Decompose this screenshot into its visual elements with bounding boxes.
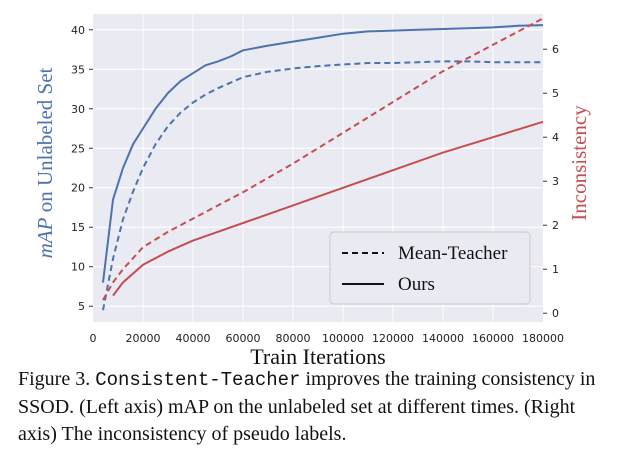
y-left-ticks: 5 10 15 20 25 30 35 40 <box>71 24 93 313</box>
y-axis-label-left: mAP on Unlabeled Set <box>33 67 57 258</box>
y-right-tick-label: 5 <box>552 87 559 100</box>
y-left-tick-label: 40 <box>71 24 85 37</box>
y-left-tick-label: 25 <box>71 142 85 155</box>
x-tick-label: 100000 <box>322 332 364 345</box>
series-line-mean-teacher-right-dashed <box>102 17 544 301</box>
series-line-ours-right-solid <box>112 120 544 297</box>
y-right-tick-label: 3 <box>552 175 559 188</box>
y-axis-label-right: Inconsistency <box>567 105 591 221</box>
x-ticks: 0 20000 40000 60000 80000 100000 120000 140000 1… <box>90 332 565 345</box>
y-axis-label-left-rest: on Unlabeled Set <box>33 67 57 217</box>
series-line-ours-left-solid <box>102 24 544 283</box>
y-left-tick-label: 35 <box>71 63 85 76</box>
figure-caption: Figure 3. Consistent-Teacher improves th… <box>18 366 610 448</box>
legend: Mean-Teacher Ours <box>329 231 531 305</box>
caption-method-name: Consistent-Teacher <box>95 369 301 391</box>
x-tick-label: 0 <box>90 332 97 345</box>
x-tick-label: 140000 <box>422 332 464 345</box>
legend-box <box>329 231 531 305</box>
y-left-tick-label: 5 <box>78 300 85 313</box>
y-right-ticks: 0 1 2 3 4 5 6 <box>543 43 559 320</box>
y-right-tick-label: 6 <box>552 43 559 56</box>
y-right-tick-label: 1 <box>552 263 559 276</box>
chart: 0 20000 40000 60000 80000 100000 120000 140000 1… <box>33 14 591 369</box>
legend-label-ours: Ours <box>398 274 435 295</box>
x-tick-label: 120000 <box>372 332 414 345</box>
x-tick-label: 160000 <box>472 332 514 345</box>
x-axis-label: Train Iterations <box>250 344 385 369</box>
x-tick-label: 40000 <box>176 332 211 345</box>
y-left-tick-label: 30 <box>71 103 85 116</box>
x-tick-label: 60000 <box>226 332 261 345</box>
y-right-tick-label: 4 <box>552 131 559 144</box>
caption-text: improves the training consistency in SSO… <box>18 368 596 445</box>
y-left-tick-label: 10 <box>71 261 85 274</box>
caption-prefix: Figure 3. <box>18 368 96 390</box>
y-left-tick-label: 20 <box>71 182 85 195</box>
y-right-tick-label: 0 <box>552 307 559 320</box>
x-tick-label: 80000 <box>276 332 311 345</box>
y-right-tick-label: 2 <box>552 219 559 232</box>
y-axis-label-left-italic: mAP <box>33 217 57 258</box>
x-tick-label: 180000 <box>522 332 564 345</box>
x-tick-label: 20000 <box>126 332 161 345</box>
y-left-tick-label: 15 <box>71 221 85 234</box>
legend-label-mean-teacher: Mean-Teacher <box>398 243 508 264</box>
series-layer <box>102 17 544 311</box>
